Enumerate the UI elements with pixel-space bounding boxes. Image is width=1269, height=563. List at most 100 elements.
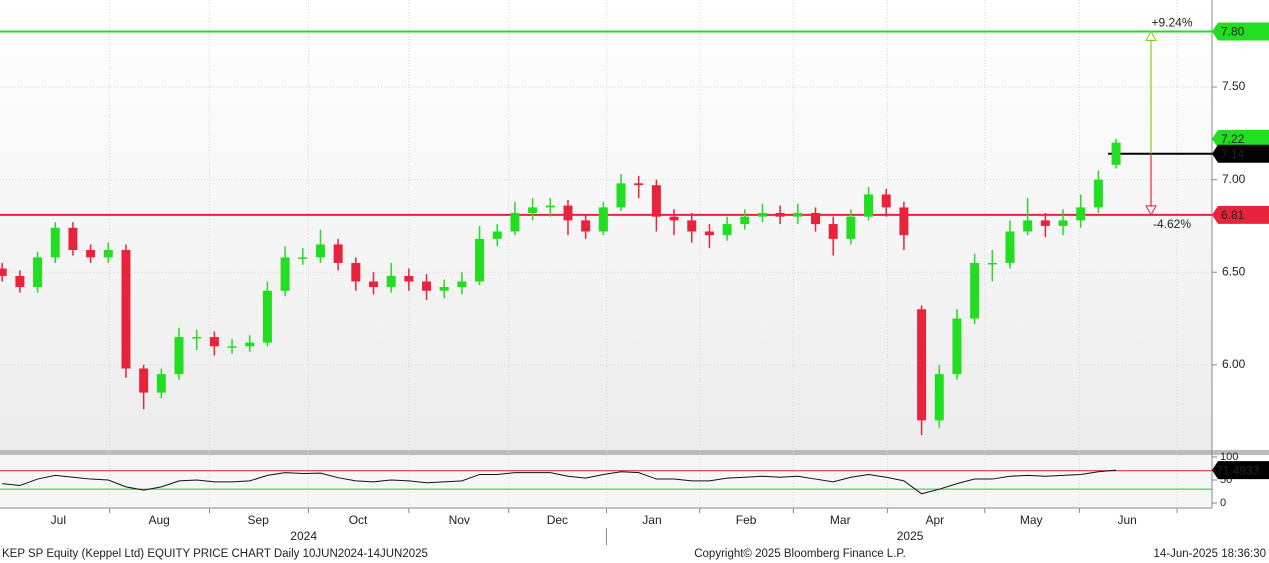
candle-body: [563, 205, 573, 221]
candle-body: [227, 346, 237, 348]
y-tick-label: 7.00: [1222, 172, 1246, 186]
candle-body: [245, 342, 255, 347]
y-tick-label: 6.00: [1222, 357, 1246, 371]
y-tick-label: 6.50: [1222, 264, 1246, 278]
candle-body: [50, 227, 60, 258]
candle-body: [192, 337, 202, 339]
x-tick-label: Feb: [736, 513, 757, 527]
candle-body: [68, 227, 78, 250]
price-tag: [1212, 144, 1269, 163]
candle-body: [651, 185, 661, 217]
candle-body: [510, 212, 520, 232]
candle-body: [298, 257, 308, 259]
candle-body: [1076, 207, 1086, 221]
candle-body: [457, 281, 467, 288]
candle-body: [422, 281, 432, 291]
candle-body: [15, 275, 25, 288]
candle-body: [404, 275, 414, 282]
rsi-tick-label: 0: [1220, 497, 1226, 509]
annotation: -4.62%: [1153, 217, 1191, 231]
candle-body: [475, 238, 485, 282]
price-tag: [1212, 129, 1269, 148]
candle-body: [139, 368, 149, 393]
candle-body: [846, 216, 856, 239]
candle-body: [987, 262, 997, 265]
candle-body: [581, 220, 591, 232]
x-tick-label: Sep: [247, 513, 269, 527]
candle-body: [757, 212, 767, 217]
candle-body: [280, 257, 290, 291]
x-tick-label: Apr: [926, 513, 945, 527]
x-tick-label: Nov: [449, 513, 470, 527]
candle-body: [174, 337, 184, 375]
candle-body: [0, 268, 7, 276]
candle-body: [333, 244, 343, 263]
candle-body: [598, 207, 608, 232]
rsi-tag-label: 71.4933: [1216, 463, 1260, 477]
x-tick-label: Dec: [547, 513, 568, 527]
candle-body: [103, 250, 113, 258]
panel-separator: [0, 450, 1269, 455]
candle-body: [209, 337, 219, 347]
candle-body: [528, 207, 538, 213]
annotation: +9.24%: [1151, 16, 1192, 30]
price-tag: [1212, 22, 1269, 41]
rsi-tag: [1212, 461, 1269, 480]
candle-body: [1058, 220, 1068, 226]
candle-body: [917, 309, 927, 421]
x-tick-label: May: [1020, 513, 1043, 527]
candle-body: [899, 207, 909, 236]
candle-body: [704, 231, 714, 236]
candle-body: [315, 244, 325, 258]
footer-right: 14-Jun-2025 18:36:30: [1153, 548, 1266, 560]
candle-body: [793, 212, 803, 217]
candle-body: [545, 205, 555, 208]
candle-body: [775, 212, 785, 217]
candle-body: [952, 318, 962, 375]
candle-body: [262, 290, 272, 343]
rsi-tick-label: 100: [1220, 451, 1238, 463]
candle-body: [1093, 179, 1103, 208]
x-tick-label: Aug: [148, 513, 169, 527]
price-tag-label: 7.80: [1221, 25, 1245, 39]
candle-body: [864, 194, 874, 217]
price-tag-label: 7.22: [1221, 132, 1245, 146]
candle-body: [669, 216, 679, 221]
candle-body: [1023, 220, 1033, 232]
candle-body: [156, 374, 166, 393]
candle-body: [351, 262, 361, 282]
candle-body: [1005, 231, 1015, 263]
candle-body: [369, 281, 379, 288]
arrow-down-head: [1145, 205, 1157, 216]
arrow-up-head: [1145, 30, 1157, 41]
candle-body: [121, 250, 131, 369]
candle-body: [811, 212, 821, 225]
year-label: 2025: [897, 529, 924, 543]
x-tick-label: Mar: [830, 513, 851, 527]
candle-body: [828, 224, 838, 239]
candle-body: [740, 216, 750, 225]
candle-body: [934, 374, 944, 421]
candle-body: [33, 257, 43, 288]
candle-body: [86, 250, 96, 258]
x-tick-label: Jun: [1117, 513, 1136, 527]
candle-body: [1111, 142, 1121, 165]
price-tag-label: 6.81: [1221, 208, 1245, 222]
candle-body: [616, 183, 626, 208]
footer-left: KEP SP Equity (Keppel Ltd) EQUITY PRICE …: [2, 548, 428, 560]
price-tag-label: 7.14: [1221, 147, 1245, 161]
rsi-panel: [0, 455, 1212, 508]
candle-body: [881, 194, 891, 208]
rsi-line: [2, 469, 1117, 495]
candle-body: [634, 183, 644, 186]
year-label: 2024: [290, 529, 317, 543]
candle-body: [687, 220, 697, 232]
price-tag: [1212, 205, 1269, 224]
candle-body: [439, 287, 449, 291]
candle-body: [492, 231, 502, 239]
footer-center: Copyright© 2025 Bloomberg Finance L.P.: [694, 548, 906, 560]
x-tick-label: Jul: [51, 513, 66, 527]
candle-body: [386, 275, 396, 288]
candle-body: [970, 262, 980, 319]
